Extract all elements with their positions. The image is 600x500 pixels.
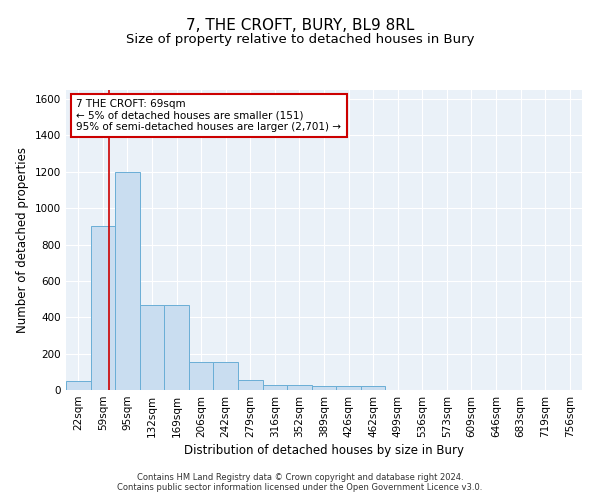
Bar	[238, 380, 263, 390]
Text: Size of property relative to detached houses in Bury: Size of property relative to detached ho…	[126, 32, 474, 46]
Bar	[115, 172, 140, 390]
Text: 7 THE CROFT: 69sqm
← 5% of detached houses are smaller (151)
95% of semi-detache: 7 THE CROFT: 69sqm ← 5% of detached hous…	[76, 99, 341, 132]
Bar	[336, 386, 361, 390]
Bar	[312, 386, 336, 390]
Bar	[66, 381, 91, 390]
Text: Contains HM Land Registry data © Crown copyright and database right 2024.
Contai: Contains HM Land Registry data © Crown c…	[118, 473, 482, 492]
Bar	[189, 362, 214, 390]
Y-axis label: Number of detached properties: Number of detached properties	[16, 147, 29, 333]
Bar	[263, 384, 287, 390]
Bar	[91, 226, 115, 390]
Bar	[361, 386, 385, 390]
Bar	[164, 304, 189, 390]
X-axis label: Distribution of detached houses by size in Bury: Distribution of detached houses by size …	[184, 444, 464, 457]
Text: 7, THE CROFT, BURY, BL9 8RL: 7, THE CROFT, BURY, BL9 8RL	[186, 18, 414, 32]
Bar	[140, 304, 164, 390]
Bar	[287, 384, 312, 390]
Bar	[214, 362, 238, 390]
